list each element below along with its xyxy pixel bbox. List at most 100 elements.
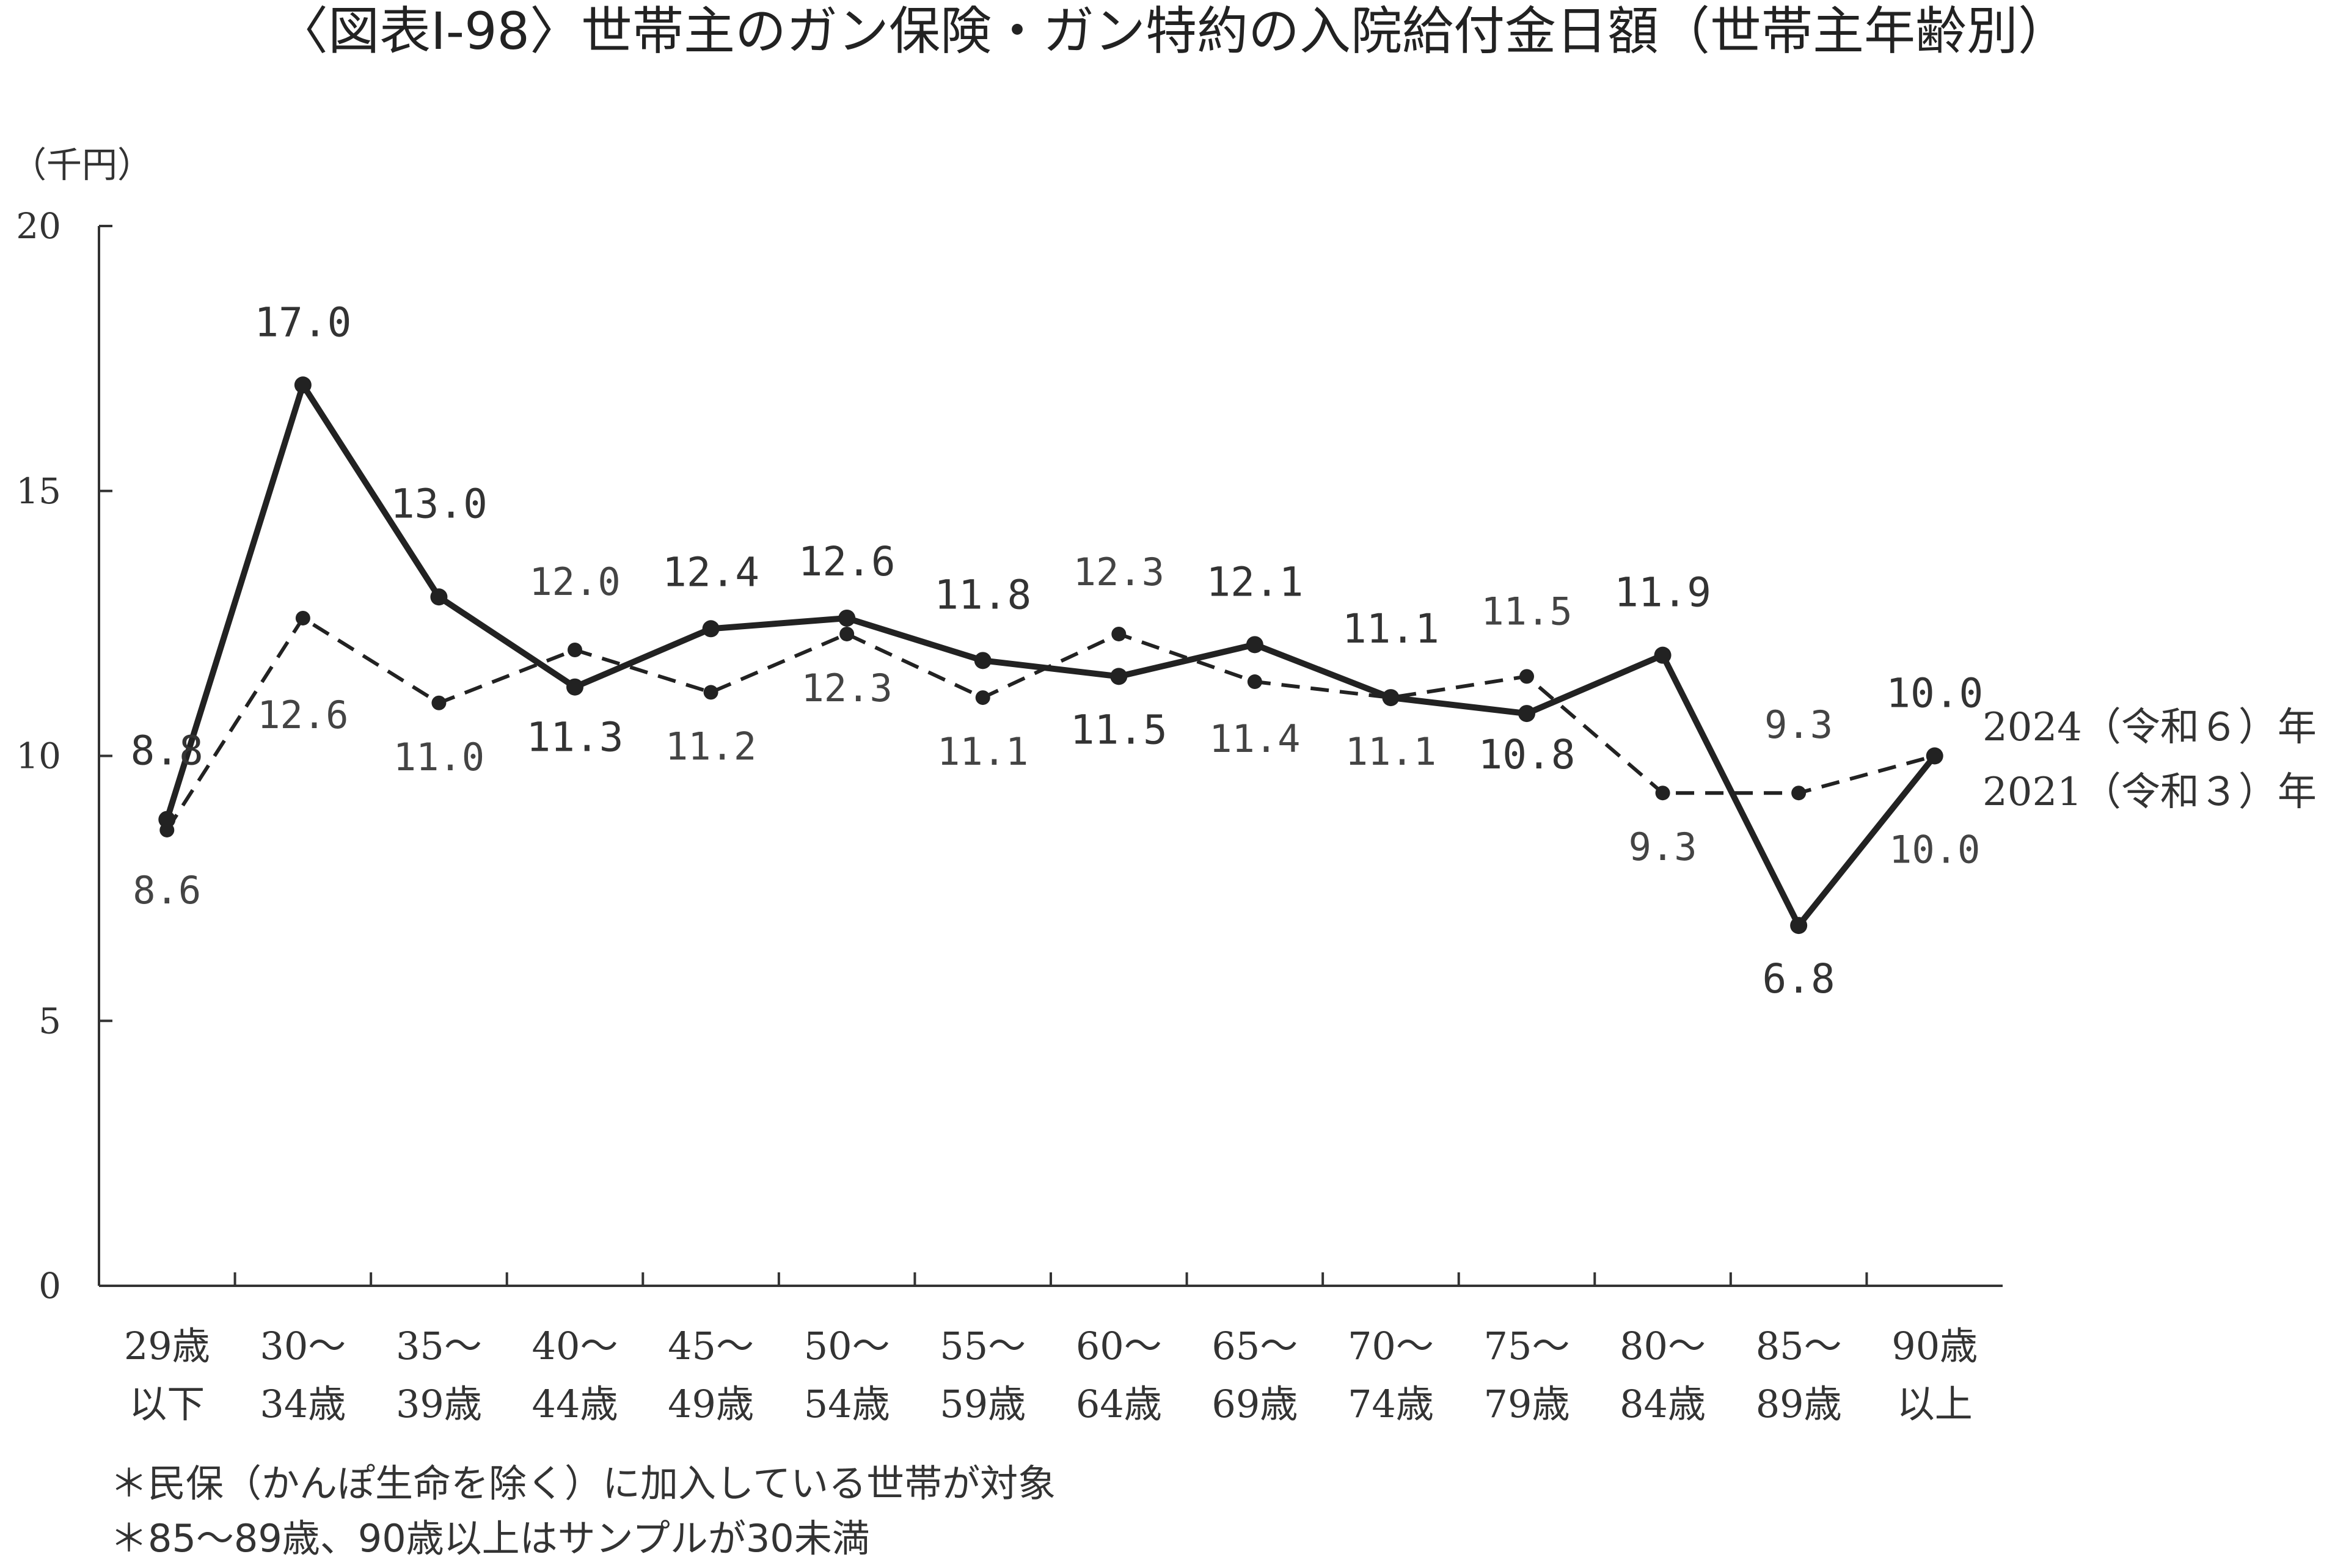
x-tick-label: 54歳 bbox=[804, 1382, 890, 1426]
series-line-0 bbox=[164, 382, 1937, 929]
x-tick-label: 90歳 bbox=[1891, 1324, 1978, 1368]
data-label-2024: 11.3 bbox=[527, 714, 624, 761]
x-tick-label: 30～ bbox=[260, 1324, 346, 1368]
series-point-1 bbox=[568, 643, 582, 657]
data-label-2021: 9.3 bbox=[1629, 825, 1697, 869]
series-point-1 bbox=[1111, 626, 1127, 641]
data-label-2021: 11.0 bbox=[393, 735, 484, 779]
footnote: ＊85～89歳、90歳以上はサンプルが30未満 bbox=[110, 1516, 870, 1561]
data-labels: 8.8 17.0 13.0 11.3 12.4 12.6 11.8 11.5 12.1 11.1 1… bbox=[131, 299, 1984, 1002]
x-tick-label: 55～ bbox=[940, 1324, 1026, 1368]
series-line-1 bbox=[165, 616, 1935, 831]
series-points bbox=[158, 376, 1943, 935]
x-tick-label: 34歳 bbox=[260, 1382, 346, 1426]
y-tick-label: 0 bbox=[38, 1265, 61, 1307]
x-tick-label: 39歳 bbox=[396, 1382, 482, 1426]
data-label-2021: 8.6 bbox=[133, 868, 201, 913]
x-tick-label: 59歳 bbox=[940, 1382, 1026, 1426]
series-point-0 bbox=[1246, 636, 1263, 654]
data-label-2021: 12.6 bbox=[257, 693, 348, 737]
series-point-0 bbox=[1790, 917, 1808, 935]
series-point-0 bbox=[566, 678, 583, 696]
y-tick-labels: 0 5 10 15 20 bbox=[16, 205, 61, 1307]
series-point-1 bbox=[703, 685, 718, 700]
axes bbox=[98, 225, 2003, 1287]
y-tick-label: 10 bbox=[16, 735, 61, 777]
footnote: ＊民保（かんぽ生命を除く）に加入している世帯が対象 bbox=[110, 1461, 1056, 1506]
data-label-2024: 11.9 bbox=[1614, 569, 1711, 616]
x-tick-label: 以下 bbox=[129, 1382, 205, 1426]
series-point-1 bbox=[1383, 690, 1398, 706]
y-tick-label: 20 bbox=[16, 205, 61, 247]
data-label-2024: 6.8 bbox=[1763, 955, 1835, 1002]
x-tick-label: 44歳 bbox=[532, 1382, 618, 1426]
data-label-2024: 8.8 bbox=[131, 727, 203, 775]
series-lines bbox=[164, 382, 1937, 929]
x-tick-label: 89歳 bbox=[1756, 1382, 1842, 1426]
x-tick-label: 64歳 bbox=[1076, 1382, 1162, 1426]
data-label-2021: 11.1 bbox=[1345, 729, 1436, 774]
data-label-2024: 10.0 bbox=[1886, 670, 1983, 717]
data-label-2024: 12.4 bbox=[662, 549, 759, 596]
legend: 2024（令和６）年 2021（令和３）年 bbox=[1982, 705, 2317, 815]
series-point-0 bbox=[1110, 668, 1128, 685]
y-tick-label: 15 bbox=[16, 470, 61, 512]
series-point-0 bbox=[974, 652, 992, 669]
y-axis-unit-label: （千円） bbox=[11, 144, 153, 186]
x-tick-label: 50～ bbox=[804, 1324, 890, 1368]
x-tick-label: 45～ bbox=[668, 1324, 754, 1368]
series-point-1 bbox=[975, 690, 990, 706]
series-point-0 bbox=[1654, 646, 1672, 664]
series-point-1 bbox=[1519, 669, 1534, 684]
data-label-2021: 11.2 bbox=[665, 724, 756, 768]
x-tick-label: 75～ bbox=[1484, 1324, 1570, 1368]
data-label-2024: 11.1 bbox=[1342, 605, 1439, 652]
data-label-2021: 10.0 bbox=[1889, 828, 1980, 872]
data-label-2024: 11.8 bbox=[934, 571, 1031, 618]
series-point-0 bbox=[1518, 705, 1535, 723]
data-label-2021: 12.3 bbox=[801, 666, 892, 710]
x-tick-label: 以上 bbox=[1897, 1382, 1973, 1426]
data-label-2021: 11.1 bbox=[937, 729, 1028, 774]
series-point-0 bbox=[294, 376, 312, 394]
legend-item-2021: 2021（令和３）年 bbox=[1982, 770, 2317, 815]
footnotes: ＊民保（かんぽ生命を除く）に加入している世帯が対象 ＊85～89歳、90歳以上はサ… bbox=[110, 1461, 1056, 1561]
data-label-2021: 12.3 bbox=[1073, 550, 1164, 594]
y-tick-label: 5 bbox=[38, 1000, 61, 1041]
chart-title: 〈図表Ⅰ-98〉世帯主のガン保険・ガン特約の入院給付金日額（世帯主年齢別） bbox=[277, 1, 2069, 61]
series-point-0 bbox=[838, 609, 856, 627]
x-tick-label: 29歳 bbox=[124, 1324, 210, 1368]
data-label-2021: 12.0 bbox=[529, 560, 620, 604]
x-tick-label: 70～ bbox=[1348, 1324, 1434, 1368]
x-tick-label: 69歳 bbox=[1211, 1382, 1298, 1426]
x-tick-label: 35～ bbox=[396, 1324, 482, 1368]
x-tick-label: 84歳 bbox=[1620, 1382, 1706, 1426]
series-point-1 bbox=[1247, 674, 1262, 690]
x-tick-label: 85～ bbox=[1756, 1324, 1842, 1368]
series-point-1 bbox=[1655, 786, 1670, 801]
series-point-1 bbox=[1927, 748, 1942, 764]
x-tick-label: 60～ bbox=[1076, 1324, 1162, 1368]
x-tick-label: 65～ bbox=[1211, 1324, 1298, 1368]
data-label-2024: 13.0 bbox=[390, 480, 488, 527]
series-point-1 bbox=[431, 695, 447, 710]
x-tick-label: 79歳 bbox=[1484, 1382, 1570, 1426]
series-point-1 bbox=[839, 626, 855, 641]
data-label-2021: 11.5 bbox=[1481, 589, 1572, 633]
x-tick-label: 74歳 bbox=[1348, 1382, 1434, 1426]
series-point-1 bbox=[1791, 786, 1807, 801]
data-label-2024: 12.1 bbox=[1206, 558, 1303, 605]
data-label-2021: 9.3 bbox=[1764, 702, 1833, 747]
data-label-2024: 11.5 bbox=[1070, 706, 1168, 753]
data-label-2024: 10.8 bbox=[1478, 731, 1576, 778]
data-label-2024: 12.6 bbox=[798, 538, 896, 585]
x-tick-label: 40～ bbox=[532, 1324, 618, 1368]
data-label-2024: 17.0 bbox=[254, 299, 351, 346]
legend-item-2024: 2024（令和６）年 bbox=[1982, 705, 2317, 750]
series-point-0 bbox=[430, 588, 448, 606]
x-tick-label: 49歳 bbox=[668, 1382, 754, 1426]
series-point-0 bbox=[158, 811, 176, 828]
series-point-1 bbox=[295, 610, 310, 625]
